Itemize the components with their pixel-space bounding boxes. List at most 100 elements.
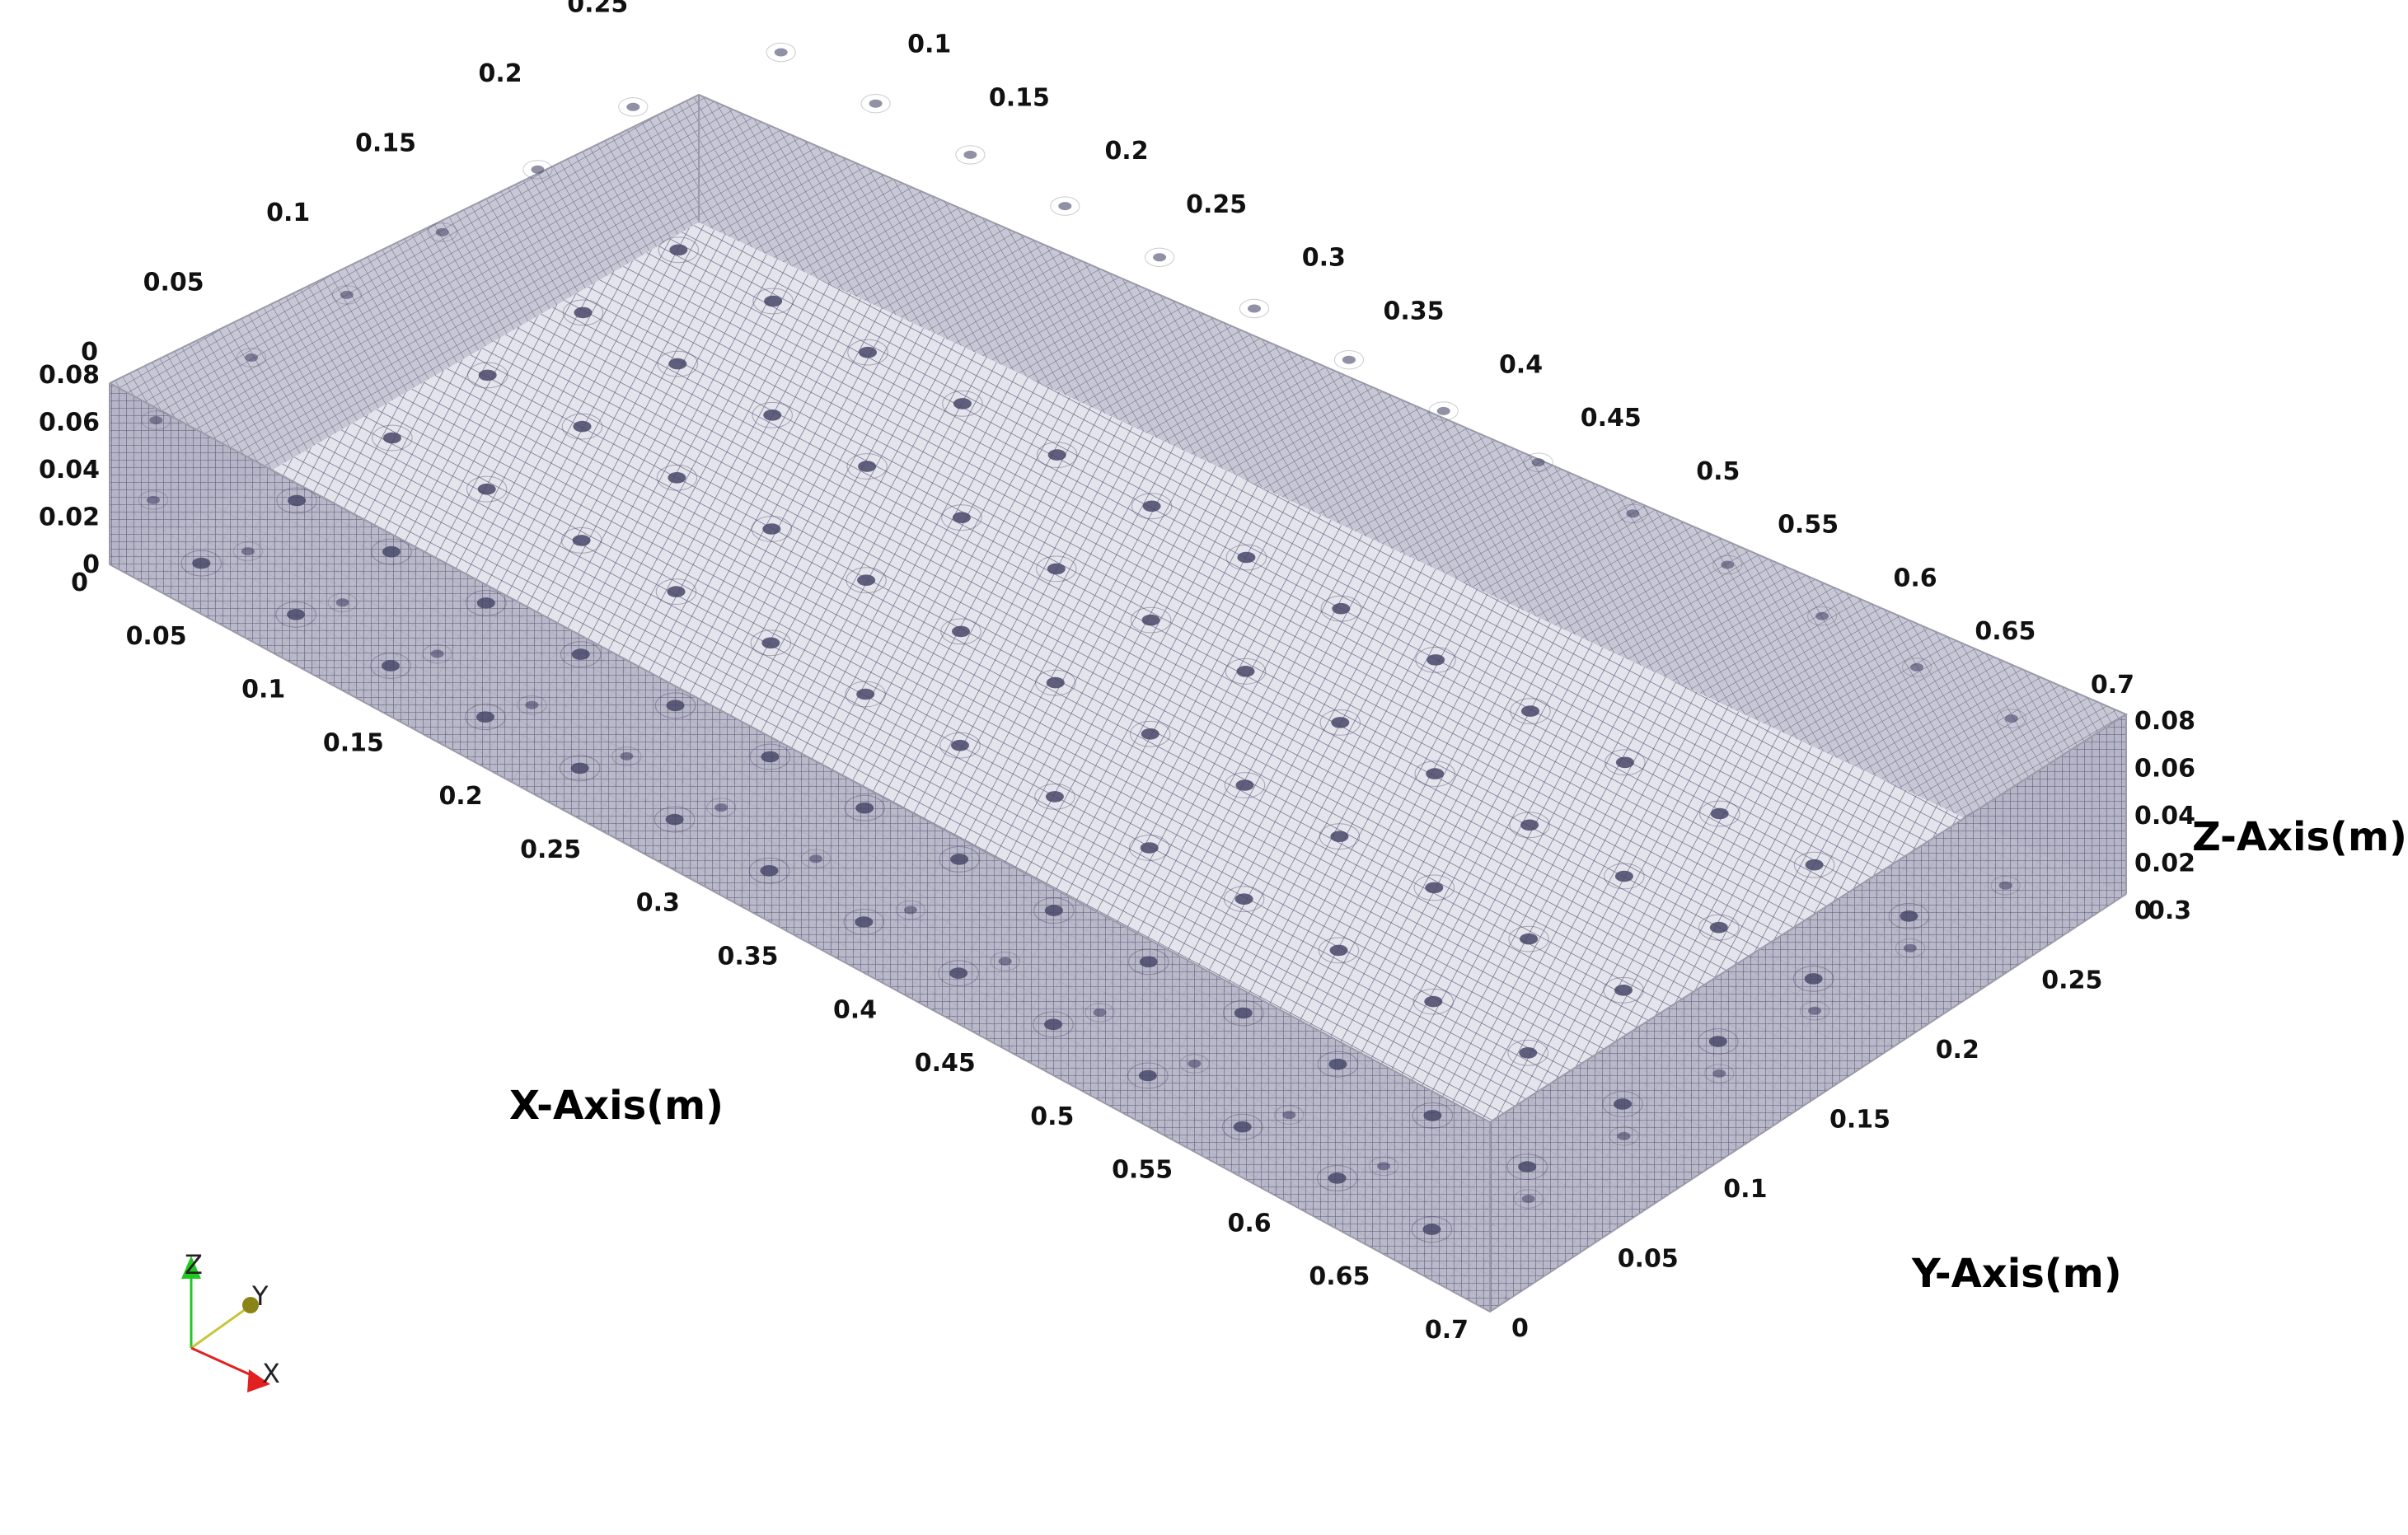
mesh-hole bbox=[950, 854, 969, 865]
mesh-hole-ring bbox=[331, 285, 362, 305]
mesh-hole bbox=[951, 739, 969, 751]
mesh-hole-ring bbox=[939, 846, 980, 873]
mesh-hole bbox=[809, 854, 822, 863]
mesh-hole bbox=[1332, 602, 1351, 615]
mesh-hole-ring bbox=[1513, 1189, 1544, 1209]
mesh-hole bbox=[1426, 768, 1445, 779]
mesh-hole-ring bbox=[895, 900, 926, 920]
mesh-hole bbox=[571, 648, 590, 660]
mesh-hole-ring bbox=[752, 288, 794, 315]
mesh-hole-ring bbox=[467, 362, 508, 389]
mesh-hole-ring bbox=[1333, 350, 1365, 370]
mesh-hole-ring bbox=[654, 806, 696, 833]
mesh-hole-ring bbox=[1239, 298, 1270, 319]
mesh-hole-ring bbox=[372, 424, 413, 452]
mesh-hole bbox=[1998, 881, 2012, 890]
x-axis-ticks-far: 00.050.10.150.20.250.30.350.40.450.50.55… bbox=[792, 0, 2134, 700]
x-axis-ticks: 0 0.05 0.1 0.15 0.2 0.25 0.3 0.35 0.4 0.45 0.5 0.55… bbox=[71, 569, 1469, 1345]
mesh-hole-ring bbox=[1698, 914, 1740, 941]
mesh-hole bbox=[1330, 831, 1349, 842]
mesh-hole-ring bbox=[860, 94, 891, 114]
z-tick-label: 0.06 bbox=[2134, 755, 2195, 784]
mesh-hole bbox=[1237, 551, 1256, 564]
mesh-hole bbox=[1233, 1121, 1252, 1133]
mesh-hole bbox=[1721, 560, 1735, 569]
mesh-hole-ring bbox=[1414, 760, 1455, 787]
mesh-hole bbox=[531, 165, 545, 174]
mesh-hole-ring bbox=[1412, 988, 1455, 1015]
mesh-hole-ring bbox=[1508, 925, 1549, 952]
x-tick-label-far: 0.65 bbox=[1975, 617, 2036, 646]
mesh-hole-ring bbox=[1509, 812, 1550, 839]
mesh-hole bbox=[869, 99, 883, 108]
mesh-hole bbox=[949, 967, 968, 979]
mesh-hole bbox=[761, 637, 780, 649]
mesh-hole bbox=[761, 751, 780, 763]
x-tick-label-far: 0.55 bbox=[1778, 511, 1839, 540]
mesh-hole bbox=[382, 660, 400, 672]
mesh-hole-ring bbox=[658, 236, 699, 264]
mesh-hole-ring bbox=[656, 464, 698, 491]
mesh-hole bbox=[857, 574, 876, 586]
triad-x-label: X bbox=[262, 1358, 280, 1389]
z-tick-label-left: 0.06 bbox=[39, 409, 100, 438]
mesh-hole-ring bbox=[1699, 800, 1740, 827]
mesh-hole bbox=[478, 369, 497, 381]
mesh-hole bbox=[288, 494, 307, 507]
x-tick-label: 0.2 bbox=[438, 782, 482, 811]
mesh-hole bbox=[570, 762, 589, 775]
mesh-hole bbox=[1093, 1008, 1107, 1017]
mesh-hole-ring bbox=[1800, 1001, 1830, 1021]
mesh-hole-ring bbox=[657, 350, 698, 377]
mesh-hole-ring bbox=[232, 541, 263, 561]
mesh-hole-ring bbox=[1036, 555, 1077, 583]
mesh-hole-ring bbox=[1807, 606, 1838, 626]
mesh-hole bbox=[1139, 956, 1158, 968]
mesh-hole-ring bbox=[1316, 1165, 1358, 1191]
mesh-hole-ring bbox=[1225, 544, 1267, 571]
mesh-hole-ring bbox=[1320, 595, 1362, 622]
mesh-hole bbox=[1047, 563, 1066, 575]
x-tick-label-far: 0.3 bbox=[1302, 244, 1346, 273]
mesh-hole bbox=[1903, 943, 1917, 952]
mesh-hole-ring bbox=[1523, 452, 1553, 472]
mesh-hole-ring bbox=[1130, 720, 1171, 747]
mesh-hole bbox=[1815, 611, 1829, 620]
x-tick-label: 0.05 bbox=[126, 622, 187, 651]
mesh-hole-ring bbox=[1131, 493, 1173, 520]
mesh-hole-ring bbox=[748, 857, 790, 884]
mesh-hole-ring bbox=[1428, 401, 1459, 421]
z-tick-label-left: 0.08 bbox=[39, 361, 100, 390]
mesh-hole-ring bbox=[560, 527, 602, 554]
x-tick-label-far: 0.1 bbox=[907, 30, 951, 59]
mesh-hole-ring bbox=[1413, 874, 1455, 901]
mesh-hole bbox=[1377, 1162, 1391, 1171]
mesh-hole-ring bbox=[562, 299, 604, 326]
mesh-hole-ring bbox=[1050, 196, 1080, 216]
mesh-hole-ring bbox=[1793, 851, 1835, 878]
mesh-hole-ring bbox=[276, 487, 317, 514]
mesh-hole-ring bbox=[766, 42, 796, 63]
x-tick-label: 0 bbox=[71, 569, 88, 597]
z-tick-label-left: 0.02 bbox=[39, 503, 100, 532]
y-tick-label: 0.3 bbox=[2148, 896, 2191, 925]
mesh-hole-ring bbox=[1319, 823, 1361, 850]
mesh-hole-ring bbox=[370, 653, 411, 679]
mesh-hole bbox=[1235, 779, 1254, 791]
triad-z-arrow-icon bbox=[181, 1256, 201, 1279]
mesh-hole bbox=[1234, 1007, 1253, 1019]
mesh-hole bbox=[1045, 791, 1064, 803]
z-tick-label: 0.02 bbox=[2134, 849, 2195, 878]
mesh-hole-ring bbox=[990, 952, 1020, 971]
mesh-hole-ring bbox=[465, 704, 506, 731]
mesh-hole bbox=[1427, 654, 1445, 666]
x-tick-label-far: 0.2 bbox=[1104, 137, 1148, 166]
y-tick-label-far: 0.1 bbox=[266, 199, 310, 227]
mesh-hole bbox=[1614, 1098, 1632, 1110]
mesh-hole-ring bbox=[1712, 555, 1743, 575]
mesh-hole-ring bbox=[1274, 1105, 1305, 1125]
mesh-hole bbox=[1521, 705, 1539, 717]
mesh-hole bbox=[858, 461, 877, 472]
z-tick-label: 0.08 bbox=[2134, 707, 2195, 736]
